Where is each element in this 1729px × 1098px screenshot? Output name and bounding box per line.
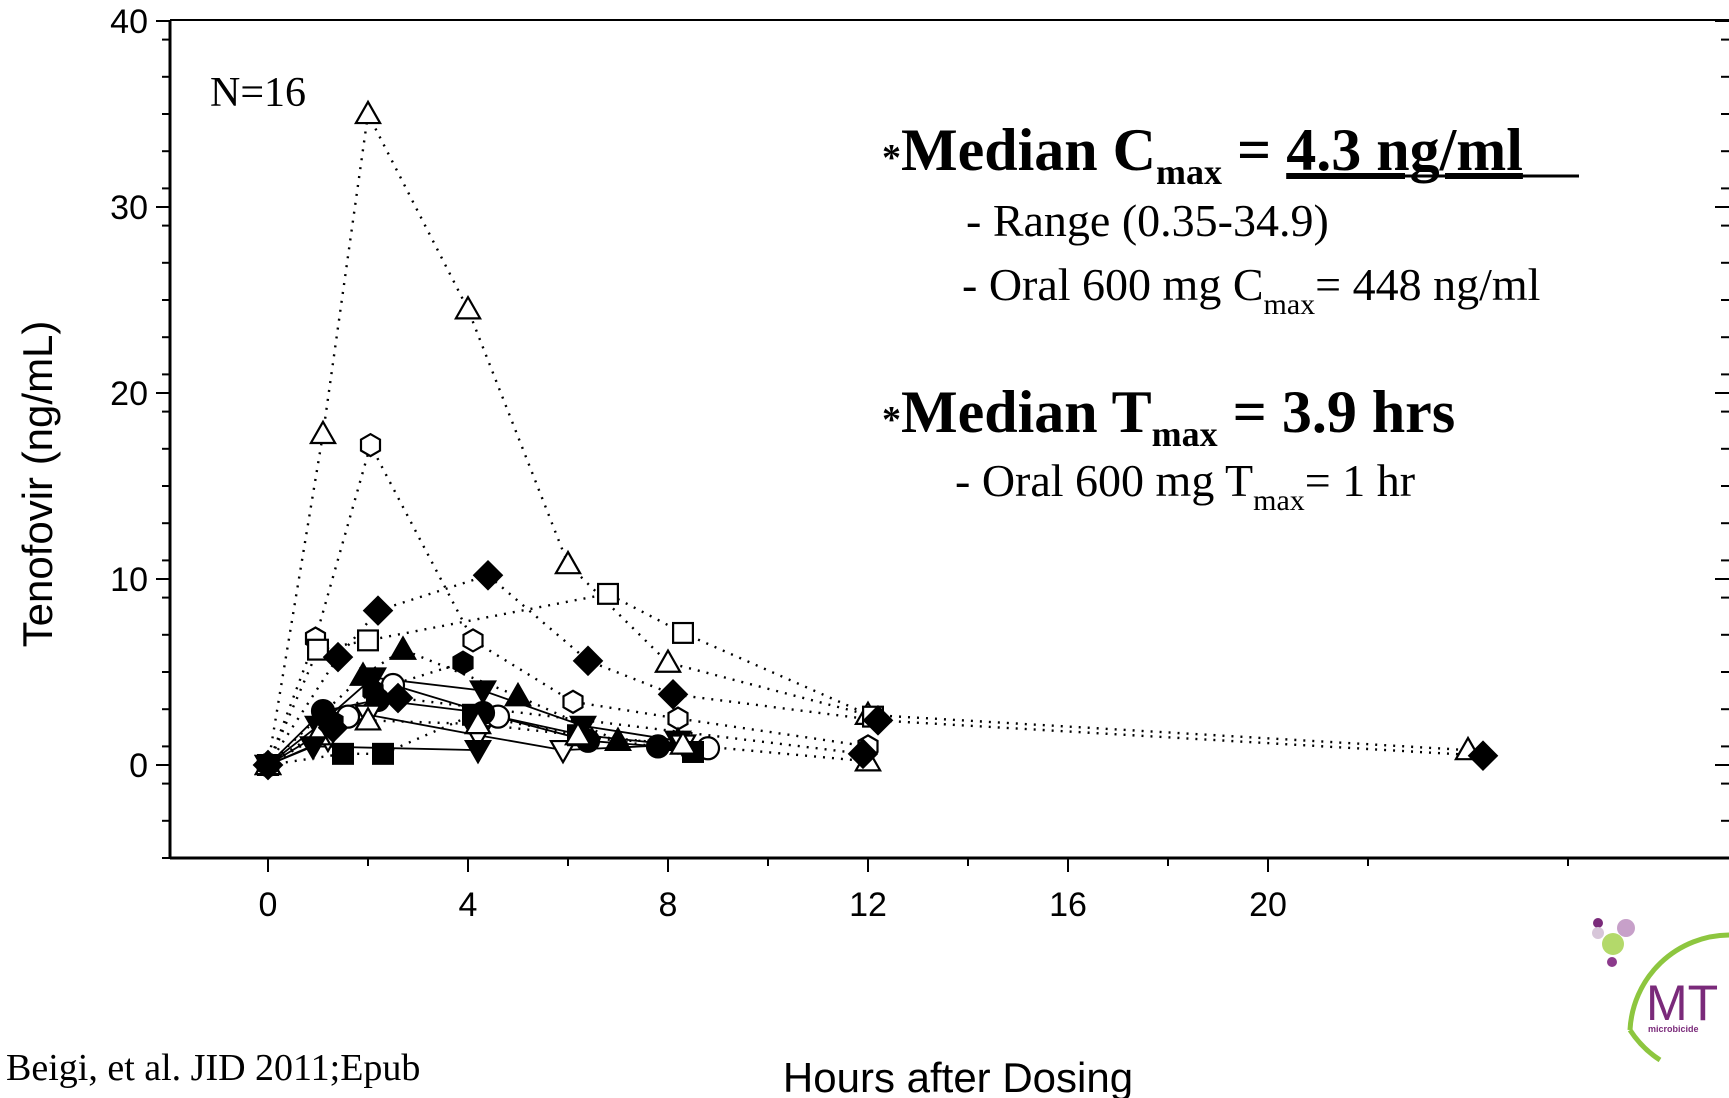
data-point-marker	[354, 706, 382, 731]
data-point-marker	[549, 739, 577, 765]
data-point-marker	[645, 734, 671, 759]
x-tick-label: 16	[1049, 886, 1087, 924]
data-point-marker	[504, 681, 532, 707]
data-point-marker	[562, 689, 584, 715]
data-point-marker	[389, 635, 417, 660]
y-tick-label: 10	[110, 561, 148, 599]
series-line	[267, 696, 864, 767]
data-point-marker	[332, 742, 355, 765]
data-point-marker	[252, 749, 284, 781]
tmax-label: Median T	[901, 379, 1152, 445]
data-point-marker	[604, 726, 632, 751]
tmax-equals: =	[1218, 379, 1282, 445]
mtn-logo: MT microbicide	[1585, 910, 1729, 1063]
svg-text:microbicide: microbicide	[1648, 1024, 1699, 1034]
data-point-marker	[469, 680, 497, 705]
data-point-marker	[372, 742, 395, 765]
cmax-oral-prefix: - Oral 600 mg C	[962, 259, 1264, 310]
data-point-marker	[1467, 740, 1499, 772]
cmax-equals: =	[1222, 117, 1286, 183]
y-tick-label: 20	[110, 375, 148, 413]
svg-text:MT: MT	[1646, 975, 1718, 1031]
x-tick-label: 20	[1249, 886, 1287, 924]
data-point-marker	[564, 720, 592, 746]
data-point-marker	[322, 641, 354, 673]
x-tick-label: 0	[259, 886, 278, 924]
data-point-marker	[669, 730, 697, 755]
series-markers	[252, 99, 1499, 781]
cmax-label: Median C	[901, 117, 1156, 183]
x-axis-label: Hours after Dosing	[783, 1054, 1133, 1098]
series-line	[267, 676, 679, 766]
data-point-marker	[454, 294, 482, 320]
data-point-marker	[299, 736, 327, 761]
series-line	[266, 573, 1484, 766]
tmax-oral-sub: max	[1253, 484, 1305, 517]
data-point-marker	[382, 682, 414, 714]
cmax-heading: *Median Cmax = 4.3 ng/ml	[882, 117, 1523, 192]
data-point-marker	[464, 709, 492, 735]
tmax-oral-prefix: - Oral 600 mg T	[955, 455, 1253, 506]
data-point-marker	[671, 621, 694, 644]
plot-area	[168, 19, 1729, 860]
tmax-oral-suffix: = 1 hr	[1305, 455, 1415, 506]
data-point-marker	[309, 419, 337, 445]
data-point-marker	[359, 432, 382, 458]
axis-ticks: 0 10 20 30 40 0 4 8 12 16 20	[110, 3, 1729, 924]
data-point-marker	[462, 628, 484, 653]
x-tick-label: 8	[659, 886, 678, 924]
y-tick-label: 0	[129, 747, 148, 785]
data-point-marker	[847, 738, 879, 770]
data-point-marker	[307, 638, 330, 661]
tmax-heading: *Median Tmax = 3.9 hrs	[882, 379, 1455, 454]
cmax-oral-suffix: = 448 ng/ml	[1315, 259, 1540, 310]
y-tick-label: 30	[110, 189, 148, 227]
series-line	[267, 713, 694, 767]
cmax-asterisk: *	[882, 137, 901, 179]
y-tick-label: 40	[110, 3, 148, 41]
data-point-marker	[464, 739, 492, 765]
cmax-value: 4.3 ng/ml	[1286, 117, 1523, 183]
data-point-marker	[572, 645, 604, 677]
x-tick-label: 12	[849, 886, 887, 924]
data-point-marker	[357, 629, 380, 652]
data-point-marker	[554, 549, 582, 575]
tmax-value: 3.9 hrs	[1282, 379, 1455, 445]
data-point-marker	[472, 559, 504, 591]
data-point-marker	[362, 678, 384, 703]
series-line	[267, 648, 678, 766]
cmax-oral-sub: max	[1264, 288, 1316, 321]
tmax-asterisk: *	[882, 399, 901, 441]
series-line	[266, 592, 874, 766]
data-point-marker	[657, 679, 689, 710]
cmax-range: - Range (0.35-34.9)	[966, 195, 1329, 246]
data-point-marker	[317, 712, 349, 744]
x-tick-label: 4	[459, 886, 478, 924]
data-point-marker	[667, 706, 689, 731]
data-point-marker	[354, 99, 382, 125]
cmax-sub: max	[1156, 152, 1222, 192]
tmax-oral: - Oral 600 mg Tmax= 1 hr	[955, 455, 1415, 517]
y-axis-label: Tenofovir (ng/mL)	[14, 321, 61, 648]
n-annotation: N=16	[210, 70, 306, 116]
data-point-marker	[596, 582, 619, 605]
data-point-marker	[654, 648, 682, 673]
data-point-marker	[452, 650, 474, 675]
data-point-marker	[362, 595, 394, 626]
cmax-oral: - Oral 600 mg Cmax= 448 ng/ml	[962, 259, 1540, 321]
data-point-marker	[862, 705, 894, 736]
citation: Beigi, et al. JID 2011;Epub	[6, 1047, 420, 1089]
tmax-sub: max	[1152, 414, 1218, 454]
